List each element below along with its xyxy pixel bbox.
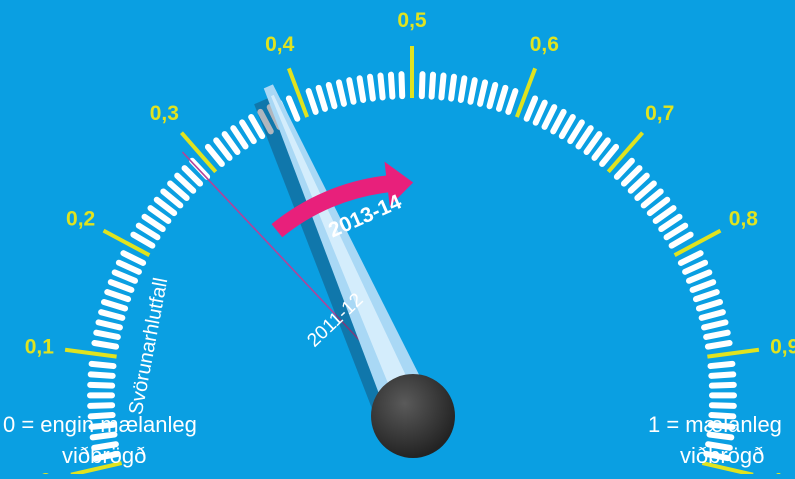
minor-tick xyxy=(708,343,730,347)
minor-tick xyxy=(104,302,125,308)
minor-tick xyxy=(706,333,728,337)
minor-tick xyxy=(119,263,139,272)
minor-tick xyxy=(712,385,734,386)
minor-tick xyxy=(712,405,734,406)
minor-tick xyxy=(685,263,705,272)
tick-label: 0,8 xyxy=(729,207,759,230)
minor-tick xyxy=(470,80,474,102)
tick-label: 0,1 xyxy=(25,335,55,358)
minor-tick xyxy=(711,364,733,366)
minor-tick xyxy=(536,103,545,123)
minor-tick xyxy=(107,292,128,299)
major-tick xyxy=(707,350,759,357)
tick-label: 0,6 xyxy=(530,33,559,56)
minor-tick xyxy=(699,302,720,308)
minor-tick xyxy=(90,385,112,386)
needle-highlight xyxy=(271,95,423,420)
minor-tick xyxy=(689,272,709,280)
needle-hub xyxy=(371,374,455,458)
minor-tick xyxy=(96,333,118,337)
minor-tick xyxy=(360,78,364,100)
minor-tick xyxy=(432,75,433,97)
minor-tick xyxy=(111,282,132,290)
minor-tick xyxy=(451,77,454,99)
minor-tick xyxy=(115,272,135,280)
minor-tick xyxy=(90,405,112,406)
minor-tick xyxy=(99,322,120,327)
minor-tick xyxy=(242,122,254,141)
minor-tick xyxy=(422,74,423,96)
minor-tick xyxy=(91,374,113,375)
tick-label: 0 xyxy=(40,470,52,474)
minor-tick xyxy=(391,75,392,97)
right-caption-line2: viðbrögð xyxy=(680,443,764,468)
minor-tick xyxy=(349,80,353,102)
left-caption-line1: 0 = engin mælanleg xyxy=(3,412,197,437)
minor-tick xyxy=(681,253,701,263)
minor-tick xyxy=(553,112,563,131)
minor-tick xyxy=(309,91,316,112)
axis-label: Svörunarhlutfall xyxy=(125,276,172,417)
minor-tick xyxy=(329,85,335,106)
minor-tick xyxy=(401,74,402,96)
minor-tick xyxy=(545,107,555,127)
minor-tick xyxy=(319,88,325,109)
minor-tick xyxy=(139,226,158,238)
tick-label: 0,3 xyxy=(150,102,179,125)
tick-label: 0,2 xyxy=(66,207,95,230)
minor-tick xyxy=(667,226,686,238)
minor-tick xyxy=(499,88,505,109)
minor-tick xyxy=(123,253,143,263)
right-caption-line1: 1 = mælanleg xyxy=(648,412,782,437)
minor-tick xyxy=(696,292,717,299)
minor-tick xyxy=(480,82,485,103)
minor-tick xyxy=(672,235,691,246)
tick-label: 0,4 xyxy=(265,33,295,56)
minor-tick xyxy=(570,122,582,141)
minor-tick xyxy=(101,312,122,318)
minor-tick xyxy=(693,282,714,290)
minor-tick xyxy=(461,78,465,100)
left-caption-line2: viðbrögð xyxy=(62,443,146,468)
minor-tick xyxy=(704,322,725,327)
minor-tick xyxy=(94,343,116,347)
minor-tick xyxy=(441,76,443,98)
minor-tick xyxy=(711,374,733,375)
minor-tick xyxy=(370,77,373,99)
minor-tick xyxy=(490,85,496,106)
minor-tick xyxy=(380,76,382,98)
minor-tick xyxy=(527,98,535,118)
tick-label: 0,7 xyxy=(645,102,674,125)
minor-tick xyxy=(508,91,515,112)
minor-tick xyxy=(92,364,114,366)
major-tick xyxy=(65,350,117,357)
minor-tick xyxy=(562,117,573,136)
tick-label: 1 xyxy=(773,470,785,474)
minor-tick xyxy=(289,98,297,118)
minor-tick xyxy=(339,82,344,103)
tick-label: 0,9 xyxy=(770,335,795,358)
minor-tick xyxy=(702,312,723,318)
tick-label: 0,5 xyxy=(397,9,427,32)
minor-tick xyxy=(133,235,152,246)
